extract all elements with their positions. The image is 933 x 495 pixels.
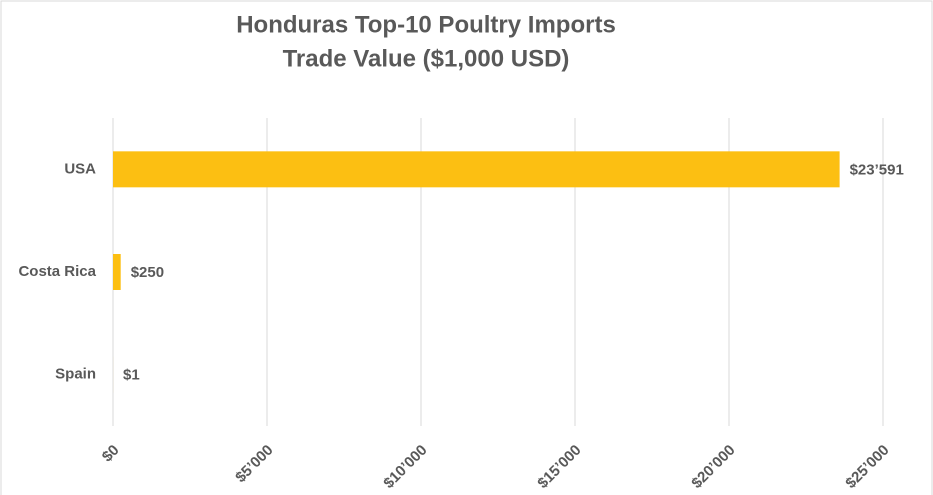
data-label: $1 [123,367,140,384]
chart-title: Honduras Top-10 Poultry Imports [236,11,616,38]
x-tick-label: $0 [99,442,123,466]
x-tick-label: $25’000 [842,442,892,492]
chart-title: Trade Value ($1,000 USD) [283,45,570,72]
x-tick-label: $15’000 [534,442,584,492]
bar [113,254,121,290]
y-tick-label: USA [64,160,96,177]
data-label: $23’591 [850,161,904,178]
bar [113,151,840,188]
x-tick-label: $20’000 [688,442,738,492]
y-tick-label: Spain [55,366,96,383]
x-tick-label: $5’000 [232,442,276,486]
y-tick-label: Costa Rica [18,263,96,280]
data-label: $250 [131,264,164,281]
x-tick-label: $10’000 [380,442,430,492]
